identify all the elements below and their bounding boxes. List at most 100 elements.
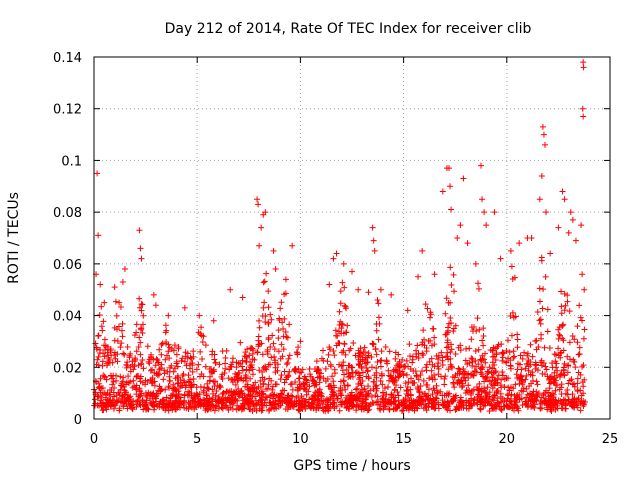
data-point: [540, 360, 547, 367]
data-point: [574, 388, 581, 395]
data-point: [228, 361, 235, 368]
data-point: [324, 397, 331, 404]
data-point: [556, 374, 563, 381]
data-point: [516, 240, 523, 247]
data-point: [270, 340, 277, 347]
data-point: [243, 353, 250, 360]
grid-lines: [94, 57, 610, 419]
data-point: [266, 407, 273, 414]
data-point: [558, 400, 565, 407]
data-point: [173, 397, 180, 404]
data-point: [101, 336, 108, 343]
data-point: [195, 361, 202, 368]
data-point: [431, 372, 438, 379]
data-point: [422, 301, 429, 308]
data-point: [570, 356, 577, 363]
data-point: [476, 326, 483, 333]
axis-ticks: 0 5 10 15 20 25 0 0.02 0.04 0.06 0.08 0.1 0.12 0.14: [53, 51, 618, 447]
data-point: [191, 403, 198, 410]
data-point: [403, 371, 410, 378]
data-point: [336, 322, 343, 329]
data-point: [226, 388, 233, 395]
data-point: [533, 337, 540, 344]
data-point: [552, 387, 559, 394]
data-point: [96, 312, 103, 319]
data-point: [417, 372, 424, 379]
data-point: [469, 359, 476, 366]
data-point: [337, 300, 344, 307]
data-point: [562, 390, 569, 397]
data-point: [484, 370, 491, 377]
data-point: [407, 386, 414, 393]
data-point: [290, 401, 297, 408]
data-point: [371, 378, 378, 385]
data-point: [139, 396, 146, 403]
data-point: [136, 375, 143, 382]
data-point: [528, 235, 535, 241]
data-point: [279, 353, 286, 360]
data-point: [215, 393, 222, 400]
data-point: [234, 397, 241, 404]
data-point: [267, 343, 274, 350]
data-point: [479, 337, 486, 344]
data-point: [517, 352, 524, 359]
data-point: [268, 377, 275, 384]
data-point: [570, 404, 577, 411]
data-point: [178, 357, 185, 364]
data-point: [291, 367, 298, 374]
data-point: [478, 162, 484, 169]
data-point: [111, 284, 118, 291]
data-point: [546, 375, 553, 382]
data-point: [388, 391, 395, 398]
data-point: [447, 299, 454, 306]
data-point: [514, 375, 521, 382]
data-point: [225, 375, 232, 382]
data-point: [186, 365, 193, 372]
data-point: [489, 359, 496, 366]
data-point: [345, 370, 352, 377]
data-point: [212, 403, 219, 410]
data-point: [490, 397, 497, 404]
data-point: [498, 376, 505, 383]
data-point: [527, 371, 534, 378]
data-point: [475, 346, 482, 353]
data-point: [275, 348, 282, 355]
data-point: [197, 348, 204, 355]
data-point: [259, 402, 266, 409]
data-point: [93, 345, 100, 352]
data-point: [463, 405, 470, 412]
data-point: [507, 247, 514, 254]
data-point: [265, 361, 272, 368]
data-point: [232, 390, 239, 397]
data-point: [195, 402, 202, 409]
data-point: [183, 405, 190, 412]
data-point: [166, 377, 173, 384]
data-point: [253, 385, 260, 392]
data-point: [260, 304, 267, 311]
data-point: [289, 393, 296, 400]
data-point: [472, 357, 479, 364]
data-point: [399, 368, 406, 375]
data-point: [454, 235, 461, 241]
data-point: [377, 378, 384, 385]
data-point: [560, 397, 567, 404]
data-point: [571, 383, 578, 390]
data-point: [429, 403, 436, 410]
data-point: [310, 401, 317, 408]
data-point: [536, 298, 543, 305]
data-point: [435, 365, 442, 372]
data-point: [143, 401, 150, 408]
data-point: [390, 394, 397, 401]
data-point: [162, 404, 169, 411]
data-point: [472, 368, 479, 375]
data-point: [153, 355, 160, 362]
data-point: [352, 369, 359, 376]
data-point: [536, 285, 543, 292]
data-point: [330, 382, 337, 389]
data-point: [564, 387, 571, 394]
data-point: [93, 361, 100, 368]
data-point: [376, 405, 383, 412]
data-point: [578, 222, 585, 229]
data-point: [156, 366, 163, 373]
y-tick-label: 0.04: [53, 310, 82, 325]
